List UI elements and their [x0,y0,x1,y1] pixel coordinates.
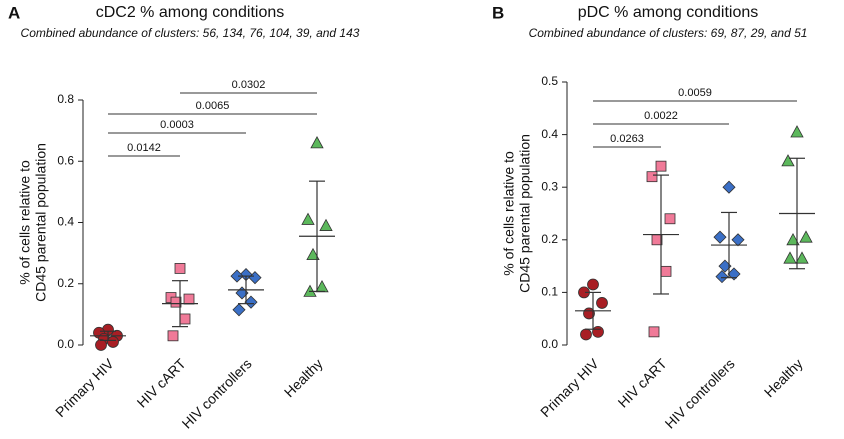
y-tick-label: 0.2 [541,232,558,246]
y-tick-label: 0.8 [57,92,74,106]
y-axis-label: CD45 parental population [517,134,533,293]
p-value-label: 0.0003 [160,119,194,131]
data-point [781,154,795,167]
data-point [587,278,599,291]
data-point [232,303,246,317]
data-point [660,265,672,277]
p-value-label: 0.0302 [232,79,266,91]
data-point [596,297,608,309]
y-axis-label: % of cells relative to [17,160,33,285]
data-point [580,328,592,341]
y-axis-label: % of cells relative to [501,151,517,276]
data-point [713,230,727,244]
data-point [310,136,324,149]
data-point [306,247,320,261]
p-value-label: 0.0142 [127,142,161,154]
data-point [301,212,315,225]
x-tick-label: Healthy [761,355,806,400]
data-point [174,263,186,274]
data-point [783,251,797,264]
y-tick-label: 0.1 [541,285,558,299]
data-point [179,313,191,325]
p-value-label: 0.0263 [610,133,644,145]
data-point [646,171,658,183]
data-point [790,125,804,138]
data-point [722,180,736,194]
data-point [715,270,729,284]
y-tick-label: 0.0 [541,337,558,351]
y-tick-label: 0.4 [541,127,558,141]
data-point [230,269,244,283]
x-tick-label: HIV controllers [662,355,738,431]
data-point [799,230,813,243]
data-point [170,296,182,308]
chart-title: pDC % among conditions [578,4,759,21]
panel-label: A [8,3,20,22]
x-tick-label: Primary HIV [52,355,117,420]
y-tick-label: 0.4 [57,215,74,229]
data-point [107,336,119,348]
data-point [183,293,195,305]
chart-subtitle: Combined abundance of clusters: 56, 134,… [21,26,360,40]
data-point [786,232,800,246]
x-tick-label: HIV controllers [179,355,255,431]
y-tick-label: 0.0 [57,337,74,351]
data-point [167,330,179,342]
p-value-label: 0.0022 [644,110,678,122]
p-value-label: 0.0065 [196,100,230,112]
y-axis-label: CD45 parental population [33,143,49,302]
data-point [731,233,745,247]
data-point [795,251,809,264]
data-point [655,160,667,172]
x-tick-label: Healthy [281,355,326,400]
data-point [727,267,741,281]
y-tick-label: 0.6 [57,153,74,167]
data-point [319,218,333,231]
chart-subtitle: Combined abundance of clusters: 69, 87, … [529,26,808,40]
chart-title: cDC2 % among conditions [96,4,285,21]
p-value-label: 0.0059 [678,87,712,99]
data-point [648,326,660,338]
x-tick-label: HIV cART [134,355,189,410]
x-tick-label: Primary HIV [537,355,602,420]
y-tick-label: 0.3 [541,179,558,193]
data-point [95,339,107,351]
x-tick-label: HIV cART [615,355,670,410]
y-tick-label: 0.2 [57,276,74,290]
data-point [244,295,258,309]
data-point [592,325,604,338]
data-point [664,213,676,225]
y-tick-label: 0.5 [541,74,558,88]
panel-label: B [492,3,504,22]
data-point [315,279,329,293]
